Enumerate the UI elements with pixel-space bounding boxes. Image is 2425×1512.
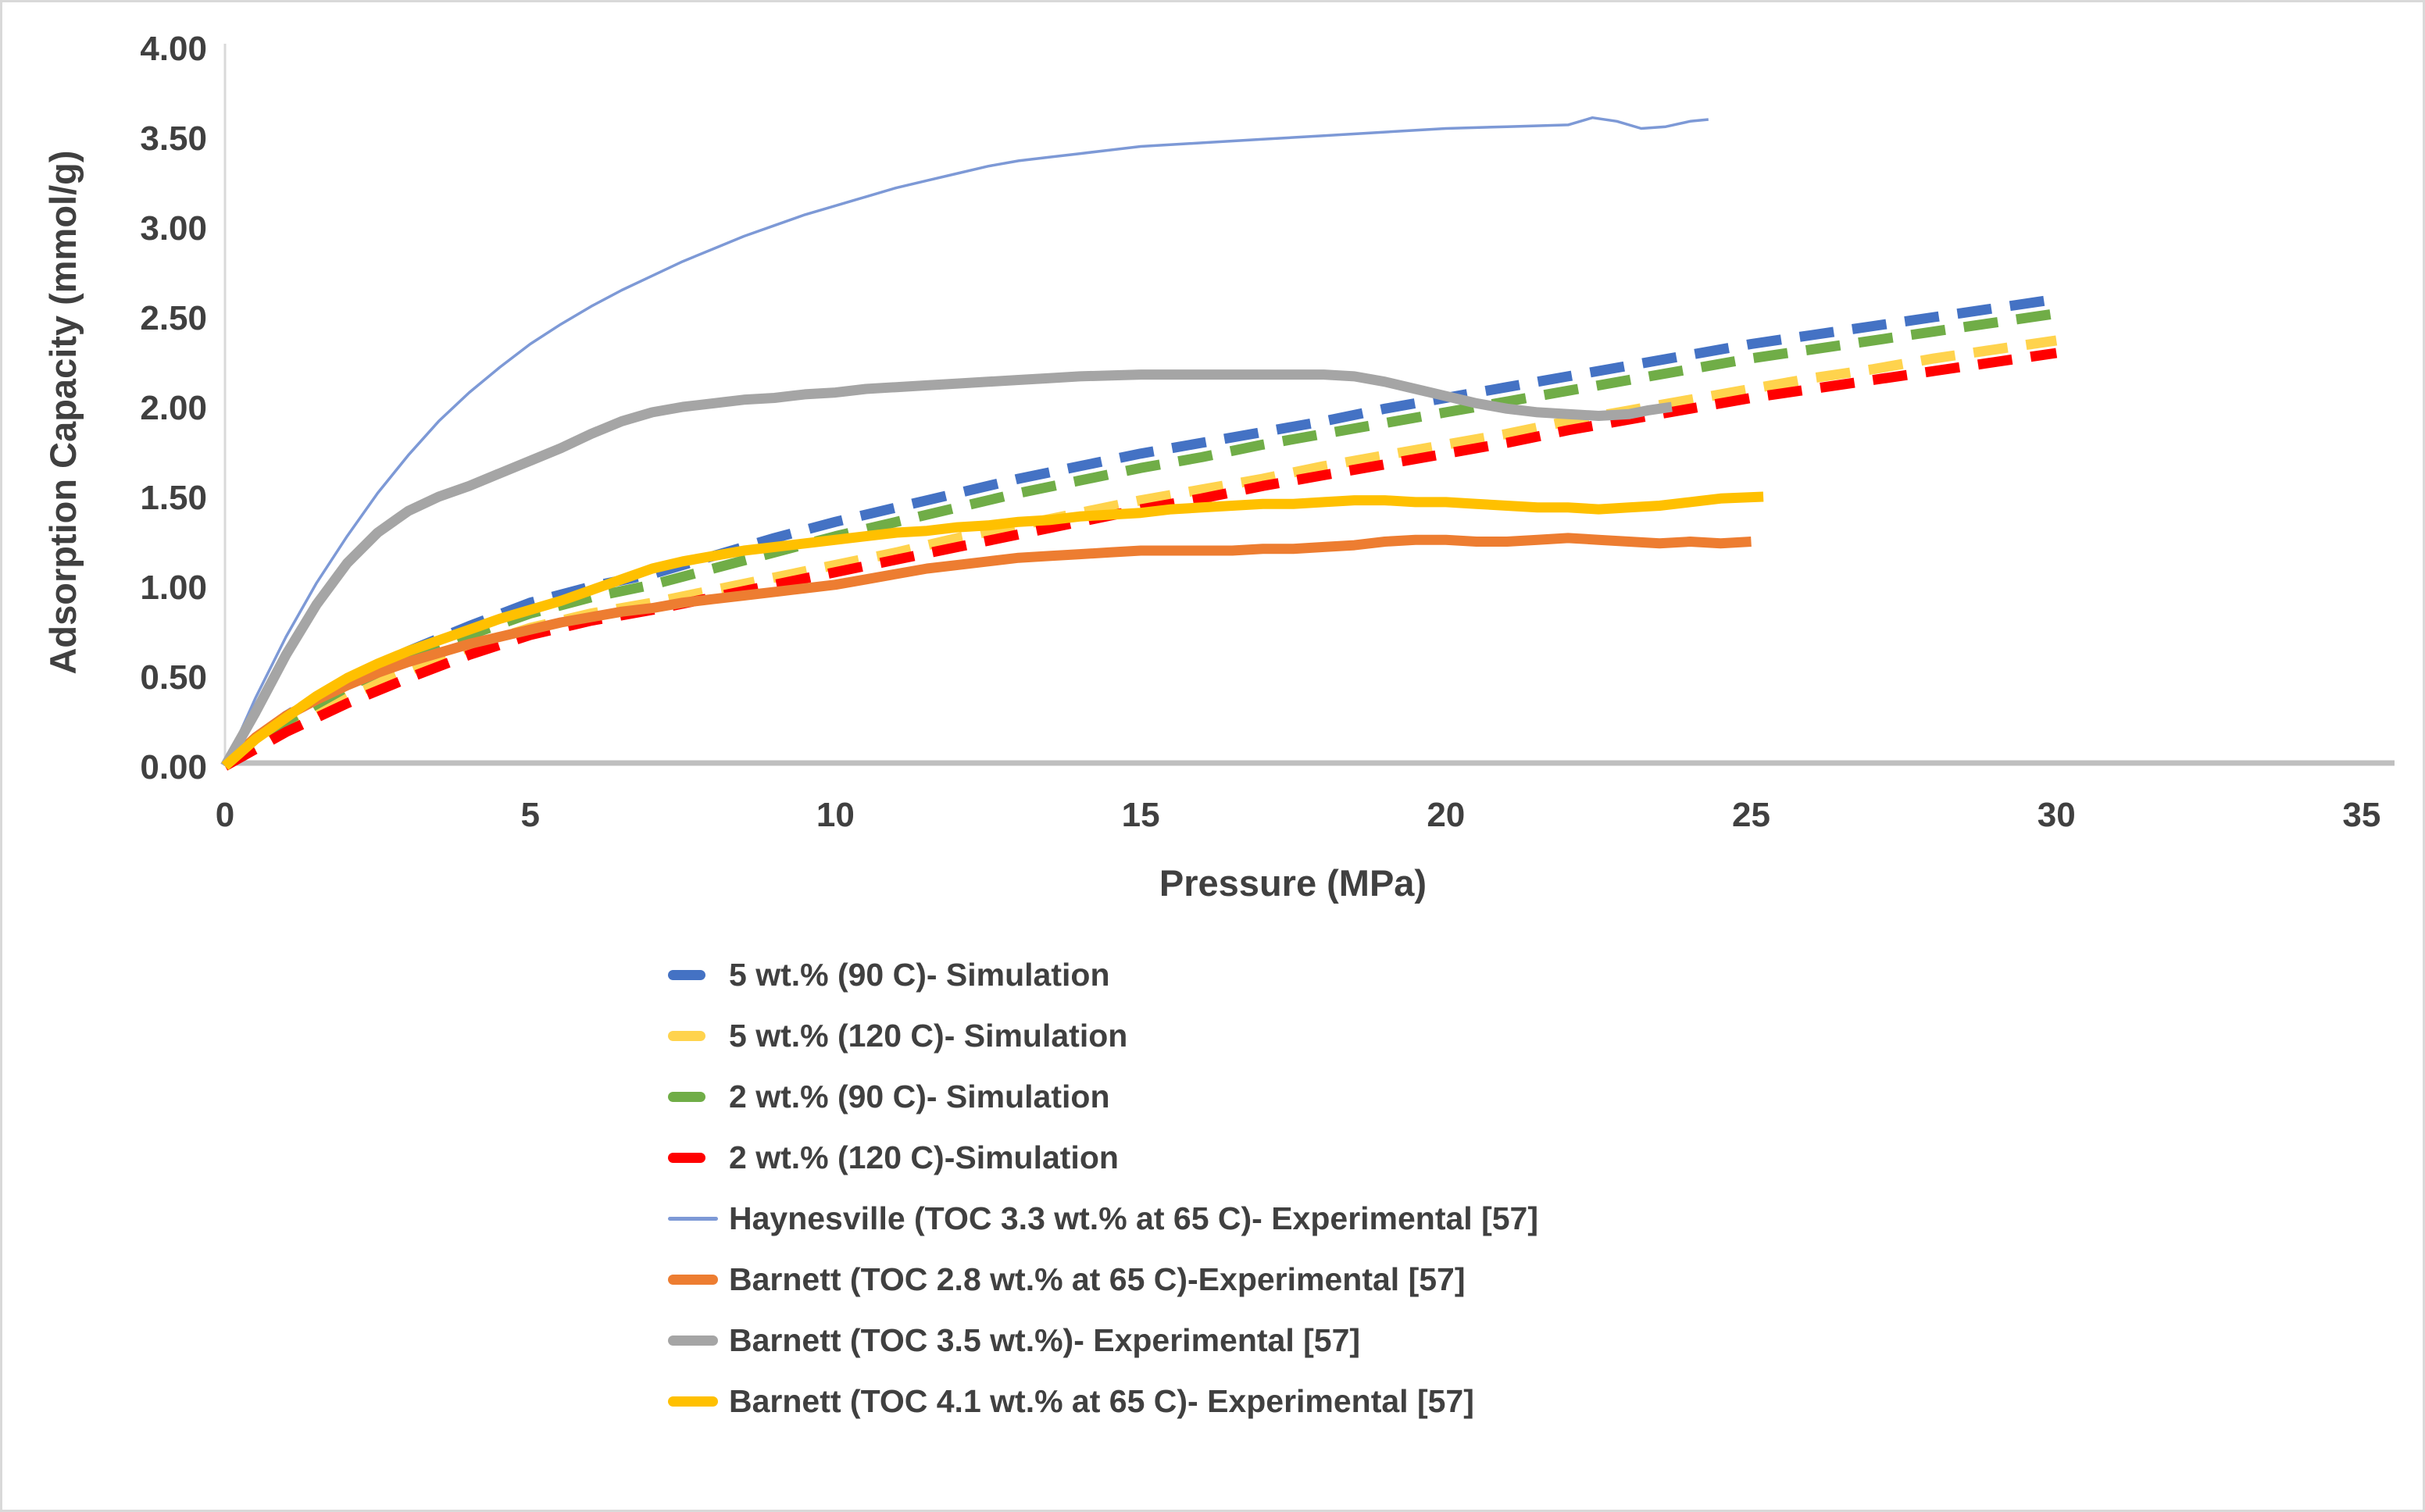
legend-item: Barnett (TOC 3.5 wt.%)- Experimental [57… — [668, 1310, 1538, 1371]
y-tick-label: 3.00 — [140, 209, 207, 248]
legend-key-line-sim-5wt-120c — [668, 1030, 705, 1041]
y-tick-label: 4.00 — [140, 30, 207, 68]
legend-key — [668, 1396, 718, 1407]
series-line-barnett-toc41 — [221, 491, 1764, 770]
legend-item-label: Barnett (TOC 3.5 wt.%)- Experimental [57… — [729, 1321, 1361, 1358]
legend-key — [668, 1152, 718, 1163]
legend-key-line-sim-5wt-90c — [668, 969, 705, 980]
legend-item: Haynesville (TOC 3.3 wt.% at 65 C)- Expe… — [668, 1188, 1538, 1249]
x-tick-label: 5 — [520, 796, 539, 834]
series-line-haynesville-toc33 — [223, 116, 1709, 767]
legend-key-line-sim-2wt-120c — [668, 1152, 705, 1163]
x-tick-label: 10 — [816, 796, 855, 834]
series-line-sim-2wt-120c — [222, 348, 2058, 771]
x-tick-label: 20 — [1427, 796, 1465, 834]
series-line-sim-5wt-90c — [221, 294, 2058, 771]
series-line-barnett-toc28 — [221, 533, 1752, 770]
legend-item: Barnett (TOC 4.1 wt.% at 65 C)- Experime… — [668, 1371, 1538, 1432]
x-tick-label: 0 — [216, 796, 234, 834]
legend-key-line-barnett-toc35 — [668, 1335, 718, 1346]
legend-item-label: 2 wt.% (90 C)- Simulation — [729, 1078, 1110, 1114]
legend-item-label: 5 wt.% (120 C)- Simulation — [729, 1017, 1128, 1054]
legend-key-line-barnett-toc28 — [668, 1274, 718, 1285]
x-tick-label: 30 — [2038, 796, 2076, 834]
legend-item: Barnett (TOC 2.8 wt.% at 65 C)-Experimen… — [668, 1249, 1538, 1310]
legend-key — [668, 1091, 718, 1102]
x-tick-label: 25 — [1732, 796, 1770, 834]
y-axis-title: Adsorption Capacity (mmol/g) — [42, 150, 84, 675]
legend-item: 5 wt.% (90 C)- Simulation — [668, 944, 1538, 1005]
legend-key-line-sim-2wt-90c — [668, 1091, 705, 1102]
x-tick-label: 15 — [1122, 796, 1160, 834]
legend-item-label: Barnett (TOC 2.8 wt.% at 65 C)-Experimen… — [729, 1261, 1466, 1297]
y-tick-label: 1.50 — [140, 479, 207, 517]
legend-key — [668, 1335, 718, 1346]
legend-key — [668, 1274, 718, 1285]
x-axis-title: Pressure (MPa) — [1159, 862, 1427, 904]
y-tick-label: 2.00 — [140, 389, 207, 427]
legend-key-line-haynesville-toc33 — [668, 1216, 718, 1221]
legend: 5 wt.% (90 C)- Simulation 5 wt.% (120 C)-… — [668, 944, 1538, 1432]
legend-key — [668, 1216, 718, 1221]
y-tick-label: 2.50 — [140, 299, 207, 337]
legend-item: 2 wt.% (120 C)-Simulation — [668, 1127, 1538, 1188]
legend-key — [668, 969, 718, 980]
legend-item: 5 wt.% (120 C)- Simulation — [668, 1005, 1538, 1066]
y-tick-label: 0.00 — [140, 748, 207, 786]
legend-item-label: Haynesville (TOC 3.3 wt.% at 65 C)- Expe… — [729, 1200, 1538, 1236]
legend-item-label: Barnett (TOC 4.1 wt.% at 65 C)- Experime… — [729, 1382, 1474, 1419]
legend-key — [668, 1030, 718, 1041]
y-tick-label: 3.50 — [140, 119, 207, 158]
y-tick-label: 0.50 — [140, 658, 207, 697]
y-tick-label: 1.00 — [140, 569, 207, 607]
series-line-barnett-toc35 — [220, 369, 1673, 769]
legend-key-line-barnett-toc41 — [668, 1396, 718, 1407]
legend-item-label: 2 wt.% (120 C)-Simulation — [729, 1139, 1119, 1175]
legend-item: 2 wt.% (90 C)- Simulation — [668, 1066, 1538, 1127]
legend-item-label: 5 wt.% (90 C)- Simulation — [729, 956, 1110, 993]
x-tick-label: 35 — [2342, 796, 2380, 834]
